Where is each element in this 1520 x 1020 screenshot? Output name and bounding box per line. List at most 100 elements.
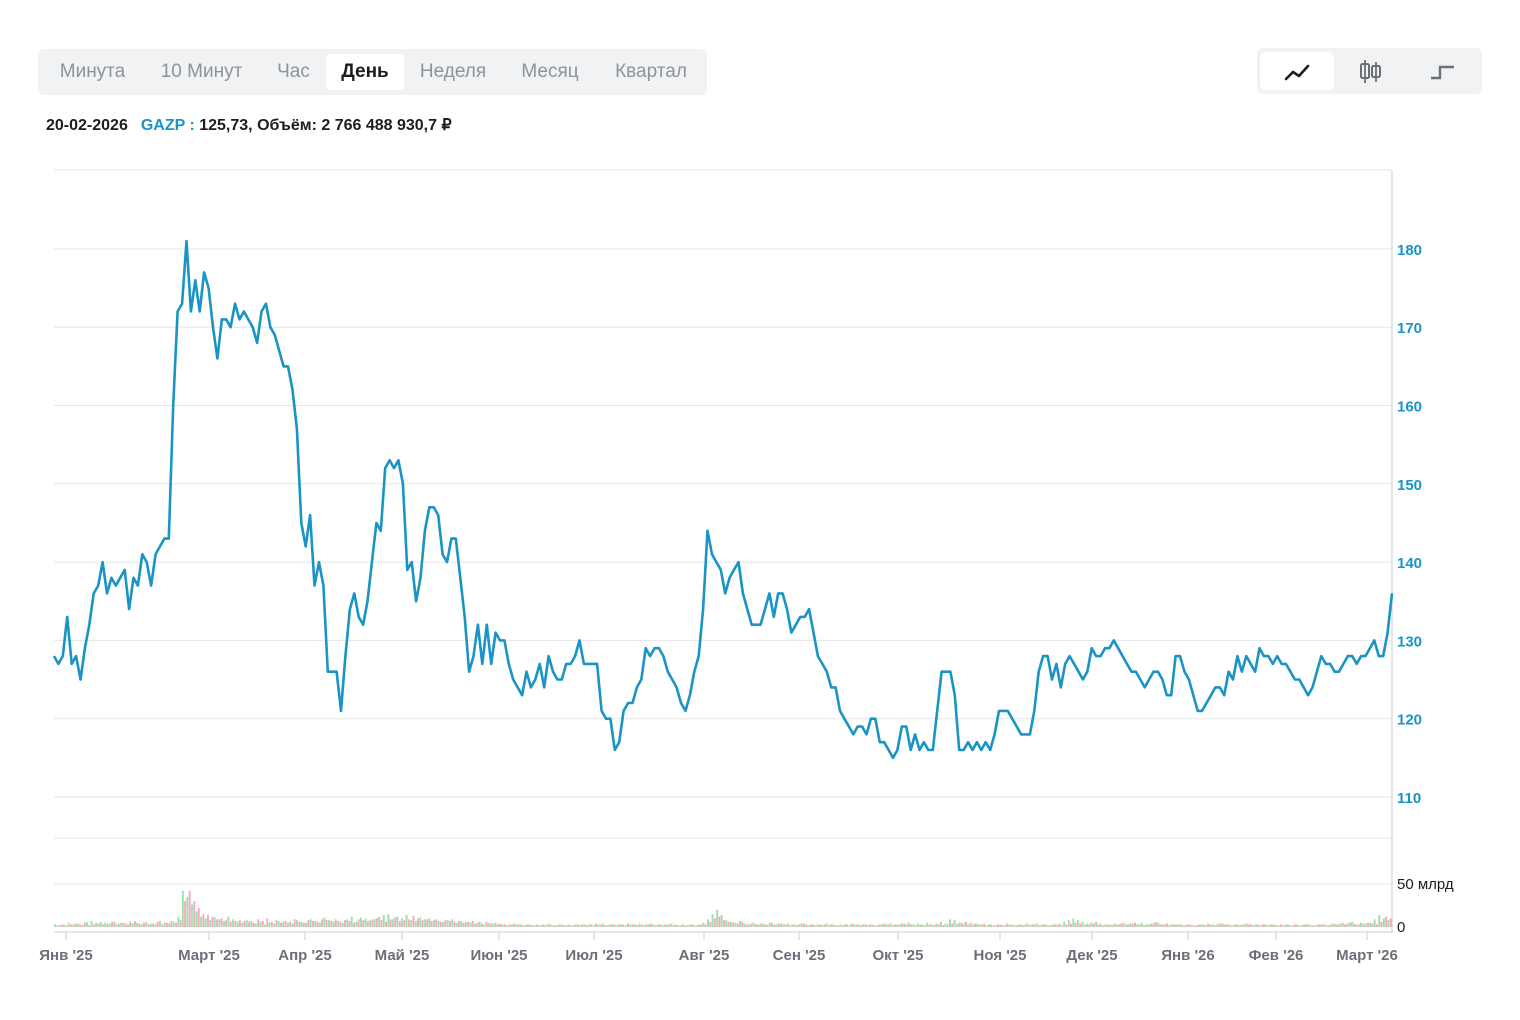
volume-bar-down xyxy=(1115,924,1118,927)
volume-bar-down xyxy=(275,920,278,927)
volume-bar-up xyxy=(204,918,207,927)
volume-bar-down xyxy=(453,921,456,927)
volume-bar-up xyxy=(1218,923,1221,927)
volume-bar-down xyxy=(325,920,328,927)
volume-bar-down xyxy=(828,925,830,927)
line-mode-button[interactable] xyxy=(1260,52,1334,90)
volume-bar-up xyxy=(332,921,335,927)
volume-bar-up xyxy=(556,925,559,927)
volume-bar-down xyxy=(334,919,337,927)
volume-bar-up xyxy=(812,924,814,927)
volume-bar-up xyxy=(1108,924,1111,927)
volume-bar-up xyxy=(131,923,134,927)
volume-bar-down xyxy=(1275,925,1278,927)
volume-bar-up xyxy=(615,925,618,927)
tab-10-minutes[interactable]: 10 Минут xyxy=(160,61,243,82)
volume-bar-down xyxy=(1138,924,1141,927)
volume-bar-down xyxy=(882,923,885,927)
volume-bar-down xyxy=(1102,925,1104,927)
volume-bar-down xyxy=(229,921,232,927)
volume-bar-up xyxy=(729,921,732,927)
volume-bar-up xyxy=(515,924,518,927)
x-tick-label: Июн '25 xyxy=(470,947,527,964)
volume-bar-down xyxy=(1038,925,1041,927)
volume-bar-down xyxy=(937,924,940,927)
volume-bar-down xyxy=(618,924,620,927)
volume-bar-down xyxy=(1293,924,1296,927)
volume-bar-down xyxy=(257,919,260,927)
volume-bar-up xyxy=(1355,924,1358,927)
volume-bar-up xyxy=(1008,924,1011,927)
volume-bar-up xyxy=(542,924,545,927)
volume-bar-up xyxy=(1163,924,1166,927)
volume-bar-down xyxy=(837,925,840,927)
volume-bar-down xyxy=(554,925,556,927)
volume-bar-up xyxy=(414,921,417,927)
volume-bar-down xyxy=(855,924,858,927)
volume-bar-up xyxy=(560,924,563,927)
period-tabs: Минута 10 Минут Час День Неделя Месяц Кв… xyxy=(38,49,707,95)
volume-bar-up xyxy=(186,896,189,927)
volume-bar-down xyxy=(238,920,241,927)
volume-bar-down xyxy=(490,923,493,927)
volume-bar-down xyxy=(1271,924,1273,927)
volume-bar-up xyxy=(149,923,152,927)
volume-bar-down xyxy=(1074,922,1077,927)
volume-bar-down xyxy=(1179,924,1182,927)
volume-bar-down xyxy=(1252,925,1255,927)
volume-bar-up xyxy=(1035,923,1038,927)
volume-bar-up xyxy=(711,914,714,927)
volume-bar-down xyxy=(389,919,392,927)
volume-bar-up xyxy=(1154,921,1157,927)
volume-bar-up xyxy=(113,921,116,927)
volume-bar-up xyxy=(775,924,778,927)
volume-bar-up xyxy=(1127,924,1130,927)
volume-bar-up xyxy=(191,904,193,927)
volume-bar-up xyxy=(1332,923,1335,927)
volume-bar-down xyxy=(595,923,598,927)
volume-bar-up xyxy=(949,919,951,927)
tab-week[interactable]: Неделя xyxy=(419,61,487,82)
volume-bar-up xyxy=(1282,925,1285,927)
y-tick-label: 170 xyxy=(1397,320,1422,337)
volume-bar-up xyxy=(1081,921,1084,927)
volume-bar-down xyxy=(476,922,479,927)
volume-bar-up xyxy=(181,890,184,927)
volume-bar-down xyxy=(809,924,812,927)
volume-bar-down xyxy=(115,924,118,927)
volume-bar-up xyxy=(460,921,463,927)
volume-bar-down xyxy=(165,922,168,927)
volume-bar-up xyxy=(1204,925,1207,927)
volume-bar-down xyxy=(161,924,164,927)
volume-bar-up xyxy=(1213,925,1216,927)
volume-bar-down xyxy=(631,924,634,927)
volume-bar-up xyxy=(1181,925,1184,927)
ticker-label[interactable]: GAZP : xyxy=(140,117,195,134)
volume-bar-down xyxy=(207,915,209,927)
volume-bar-up xyxy=(1040,924,1043,927)
volume-bar-up xyxy=(1337,924,1340,927)
volume-bar-down xyxy=(1280,924,1283,927)
tab-hour[interactable]: Час xyxy=(277,61,310,82)
volume-bar-up xyxy=(442,921,445,927)
volume-bar-up xyxy=(277,921,280,927)
volume-bar-up xyxy=(1300,925,1303,927)
volume-bar-up xyxy=(871,924,874,927)
volume-bar-down xyxy=(946,924,949,927)
volume-bar-down xyxy=(732,922,735,927)
x-tick-label: Март '25 xyxy=(178,947,240,964)
volume-bar-down xyxy=(248,921,251,927)
volume-bar-down xyxy=(1092,923,1095,927)
tab-month[interactable]: Месяц xyxy=(521,61,579,82)
tab-day[interactable]: День xyxy=(326,54,404,90)
tab-quarter[interactable]: Квартал xyxy=(615,61,687,82)
volume-bar-up xyxy=(734,922,737,927)
volume-bar-down xyxy=(654,925,657,927)
volume-bar-up xyxy=(419,917,422,927)
volume-bar-down xyxy=(645,924,648,927)
candle-mode-button[interactable] xyxy=(1333,52,1407,90)
tab-minute[interactable]: Минута xyxy=(59,61,126,82)
step-mode-button[interactable] xyxy=(1406,52,1480,90)
volume-bar-up xyxy=(369,920,372,927)
